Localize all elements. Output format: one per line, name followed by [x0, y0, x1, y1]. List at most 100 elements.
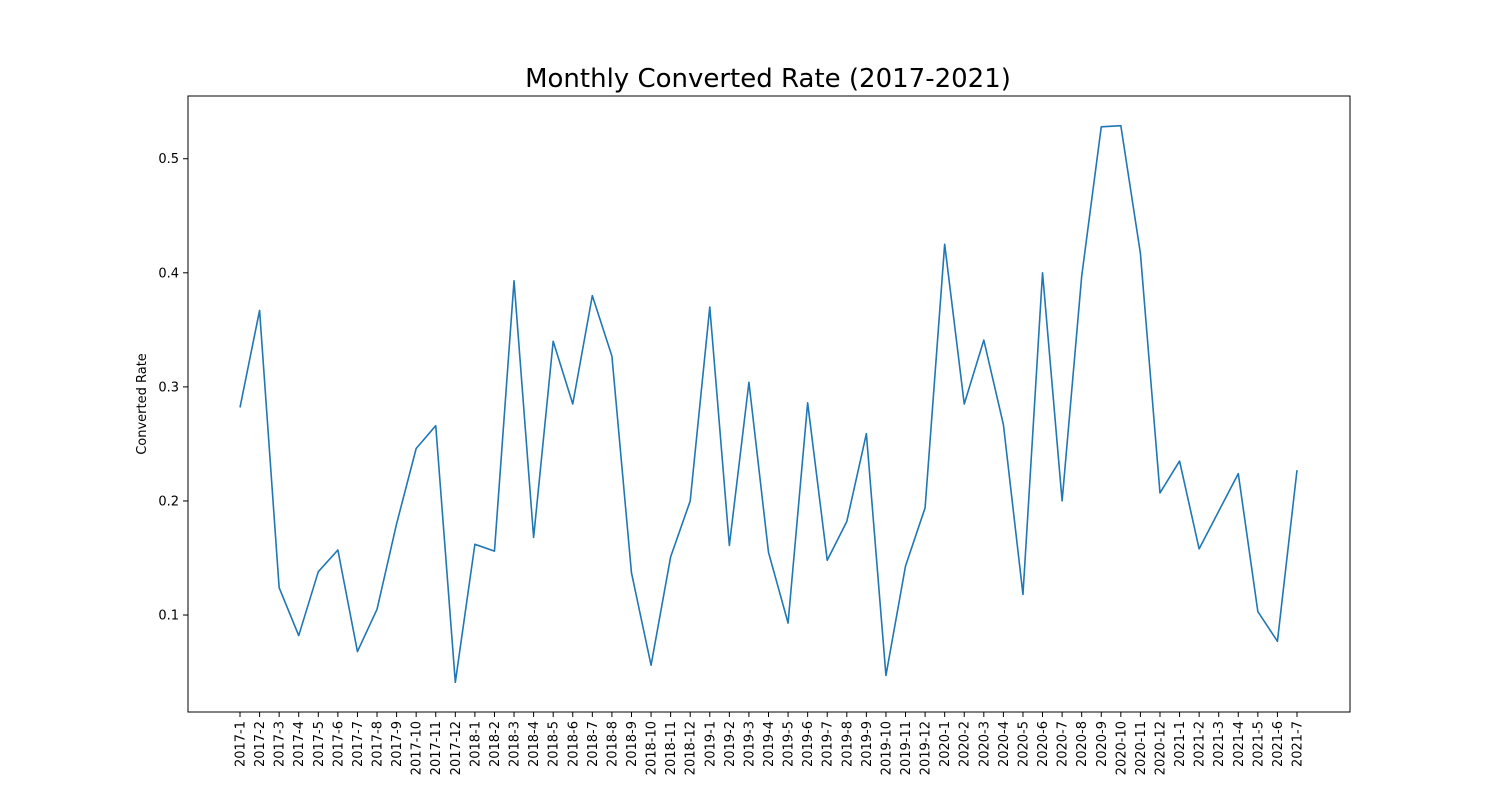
- x-tick-label: 2017-5: [312, 721, 327, 767]
- x-tick-label: 2021-6: [1271, 721, 1286, 767]
- x-tick-label: 2018-7: [586, 721, 601, 767]
- data-point: [846, 520, 848, 522]
- x-tick-label: 2020-11: [1134, 721, 1149, 775]
- data-point: [1159, 492, 1161, 494]
- x-tick-label: 2021-1: [1173, 721, 1188, 767]
- data-point: [1198, 548, 1200, 550]
- x-tick-label: 2019-3: [742, 721, 757, 767]
- x-tick-label: 2017-11: [429, 721, 444, 775]
- data-point: [963, 403, 965, 405]
- data-point: [239, 406, 241, 408]
- x-tick-label: 2020-7: [1056, 721, 1071, 767]
- data-point: [356, 650, 358, 652]
- x-tick-label: 2018-11: [664, 721, 679, 775]
- data-point: [748, 381, 750, 383]
- x-tick-label: 2020-3: [977, 721, 992, 767]
- x-tick-label: 2020-9: [1095, 721, 1110, 767]
- x-tick-label: 2018-5: [547, 721, 562, 767]
- x-tick-label: 2018-2: [488, 721, 503, 767]
- x-tick-label: 2017-4: [292, 721, 307, 767]
- x-tick-label: 2019-5: [782, 721, 797, 767]
- data-point: [826, 559, 828, 561]
- data-point: [611, 355, 613, 357]
- data-point: [1218, 510, 1220, 512]
- x-tick-label: 2017-1: [234, 721, 249, 767]
- x-tick-label: 2018-8: [605, 721, 620, 767]
- x-axis: 2017-1 2017-2 2017-3 2017-4 2017-5 2017-6 2017…: [234, 712, 1306, 775]
- data-point: [865, 432, 867, 434]
- data-point: [787, 622, 789, 624]
- y-tick-label: 0.3: [158, 380, 179, 395]
- data-point: [278, 586, 280, 588]
- y-tick-label: 0.5: [158, 152, 179, 167]
- data-point: [1100, 126, 1102, 128]
- data-point: [943, 243, 945, 245]
- x-tick-label: 2017-9: [390, 721, 405, 767]
- data-point: [1022, 593, 1024, 595]
- data-point: [806, 402, 808, 404]
- data-point: [904, 565, 906, 567]
- x-tick-label: 2021-7: [1291, 721, 1306, 767]
- data-points: [239, 124, 1298, 683]
- x-tick-label: 2018-3: [508, 721, 523, 767]
- x-tick-label: 2018-12: [684, 721, 699, 775]
- data-point: [395, 523, 397, 525]
- data-point: [669, 556, 671, 558]
- data-point: [689, 500, 691, 502]
- y-axis: 0.1 0.2 0.3 0.4 0.5: [158, 152, 188, 624]
- data-point: [317, 570, 319, 572]
- x-tick-label: 2017-2: [253, 721, 268, 767]
- x-tick-label: 2019-6: [801, 721, 816, 767]
- x-tick-label: 2017-3: [273, 721, 288, 767]
- data-point: [1041, 272, 1043, 274]
- x-tick-label: 2020-5: [1016, 721, 1031, 767]
- x-tick-label: 2018-9: [625, 721, 640, 767]
- x-tick-label: 2017-7: [351, 721, 366, 767]
- x-tick-label: 2019-7: [821, 721, 836, 767]
- chart-title: Monthly Converted Rate (2017-2021): [525, 64, 1011, 94]
- x-tick-label: 2019-11: [899, 721, 914, 775]
- data-point: [650, 664, 652, 666]
- data-point: [1120, 124, 1122, 126]
- x-tick-label: 2019-2: [723, 721, 738, 767]
- data-point: [1296, 469, 1298, 471]
- x-tick-label: 2019-10: [879, 721, 894, 775]
- x-tick-label: 2020-4: [997, 721, 1012, 767]
- data-point: [532, 536, 534, 538]
- x-tick-label: 2020-8: [1075, 721, 1090, 767]
- y-tick-label: 0.2: [158, 494, 179, 509]
- data-point: [1002, 423, 1004, 425]
- data-point: [1061, 500, 1063, 502]
- series-line: [239, 124, 1298, 684]
- plot-area-frame: [187, 95, 1351, 713]
- x-tick-label: 2019-4: [762, 721, 777, 767]
- data-point: [258, 309, 260, 311]
- y-tick-label: 0.1: [158, 609, 179, 624]
- data-point: [1178, 460, 1180, 462]
- x-tick-label: 2020-12: [1153, 721, 1168, 775]
- x-tick-label: 2018-4: [527, 721, 542, 767]
- x-tick-label: 2019-12: [919, 721, 934, 775]
- x-tick-label: 2020-10: [1114, 721, 1129, 775]
- data-point: [728, 544, 730, 546]
- data-point: [885, 674, 887, 676]
- x-tick-label: 2019-9: [860, 721, 875, 767]
- x-tick-label: 2019-8: [840, 721, 855, 767]
- data-point: [572, 403, 574, 405]
- data-point: [376, 608, 378, 610]
- data-point: [337, 549, 339, 551]
- x-tick-label: 2021-3: [1212, 721, 1227, 767]
- data-point: [435, 424, 437, 426]
- x-tick-label: 2021-2: [1193, 721, 1208, 767]
- x-tick-label: 2018-1: [468, 721, 483, 767]
- x-tick-label: 2017-10: [410, 721, 425, 775]
- x-tick-label: 2017-8: [371, 721, 386, 767]
- data-point: [1276, 640, 1278, 642]
- data-point: [767, 551, 769, 553]
- data-point: [1139, 252, 1141, 254]
- x-tick-label: 2020-2: [958, 721, 973, 767]
- data-point: [415, 447, 417, 449]
- data-point: [513, 280, 515, 282]
